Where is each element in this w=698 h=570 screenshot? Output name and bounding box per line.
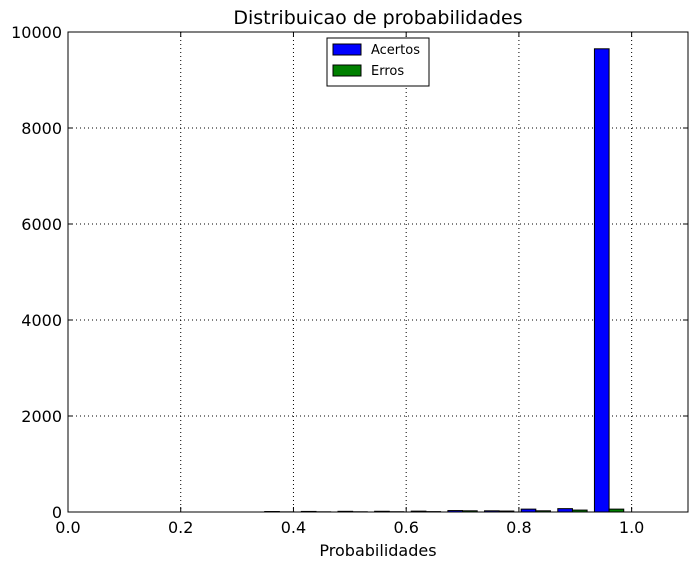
- y-axis-ticks: 0 2000 4000 6000 8000 10000: [11, 23, 688, 522]
- legend-label-acertos: Acertos: [371, 43, 420, 58]
- x-axis-ticks: 0.0 0.2 0.4 0.6 0.8 1.0: [55, 32, 644, 537]
- chart-title: Distribuicao de probabilidades: [233, 7, 522, 29]
- y-tick-label: 0: [52, 503, 62, 522]
- grid-lines: [68, 32, 688, 512]
- plot-frame: [67, 31, 689, 513]
- legend-label-erros: Erros: [371, 64, 404, 79]
- x-tick-label: 0.6: [393, 518, 418, 537]
- y-tick-label: 6000: [21, 215, 62, 234]
- y-tick-label: 4000: [21, 311, 62, 330]
- legend: Acertos Erros: [326, 37, 430, 87]
- x-tick-label: 0.0: [55, 518, 80, 537]
- y-tick-label: 8000: [21, 119, 62, 138]
- x-tick-label: 0.8: [506, 518, 531, 537]
- x-tick-label: 1.0: [619, 518, 644, 537]
- bar-acertos-9: [593, 48, 610, 513]
- bars-group: [264, 48, 625, 513]
- bar-acertos-8: [557, 508, 573, 513]
- legend-swatch-acertos: [332, 43, 362, 56]
- x-tick-label: 0.4: [281, 518, 306, 537]
- x-axis-label: Probabilidades: [319, 541, 436, 560]
- x-tick-label: 0.2: [168, 518, 193, 537]
- y-tick-label: 10000: [11, 23, 62, 42]
- y-tick-label: 2000: [21, 407, 62, 426]
- legend-swatch-erros: [332, 64, 362, 77]
